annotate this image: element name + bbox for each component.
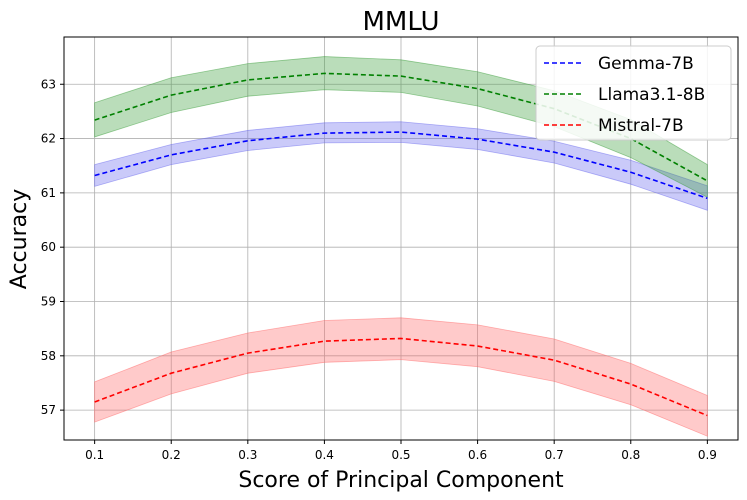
x-tick-label: 0.7	[545, 448, 564, 462]
y-tick-label: 62	[41, 132, 56, 146]
band-mistral-7b	[94, 317, 708, 437]
x-tick-label: 0.3	[238, 448, 257, 462]
x-tick-label: 0.1	[85, 448, 104, 462]
y-axis-title: Accuracy	[7, 189, 32, 289]
grid	[64, 37, 738, 440]
y-tick-label: 63	[41, 77, 56, 91]
y-tick-label: 58	[41, 349, 56, 363]
legend-label-mistral-7b: Mistral-7B	[598, 116, 684, 136]
x-axis-ticks: 0.1 0.2 0.3 0.4 0.5 0.6 0.7 0.8 0.9	[85, 440, 717, 462]
legend-box	[535, 45, 732, 141]
x-tick-label: 0.9	[698, 448, 717, 462]
x-axis-title: Score of Principal Component	[238, 468, 564, 493]
y-tick-label: 57	[41, 403, 56, 417]
x-tick-label: 0.4	[315, 448, 334, 462]
y-tick-label: 61	[41, 186, 56, 200]
x-tick-label: 0.5	[391, 448, 410, 462]
y-tick-label: 59	[41, 295, 56, 309]
legend-label-llama3-1-8b: Llama3.1-8B	[598, 85, 705, 105]
x-tick-label: 0.8	[621, 448, 640, 462]
x-tick-label: 0.2	[162, 448, 181, 462]
chart-title: MMLU	[362, 7, 439, 37]
band-gemma-7b	[94, 121, 708, 211]
x-tick-label: 0.6	[468, 448, 487, 462]
y-axis-ticks: 57 58 59 60 61 62 63	[41, 77, 64, 417]
y-tick-label: 60	[41, 240, 56, 254]
legend-label-gemma-7b: Gemma-7B	[598, 54, 694, 74]
legend: Gemma-7B Llama3.1-8B Mistral-7B	[535, 45, 732, 141]
line-gemma-7b	[94, 131, 708, 200]
